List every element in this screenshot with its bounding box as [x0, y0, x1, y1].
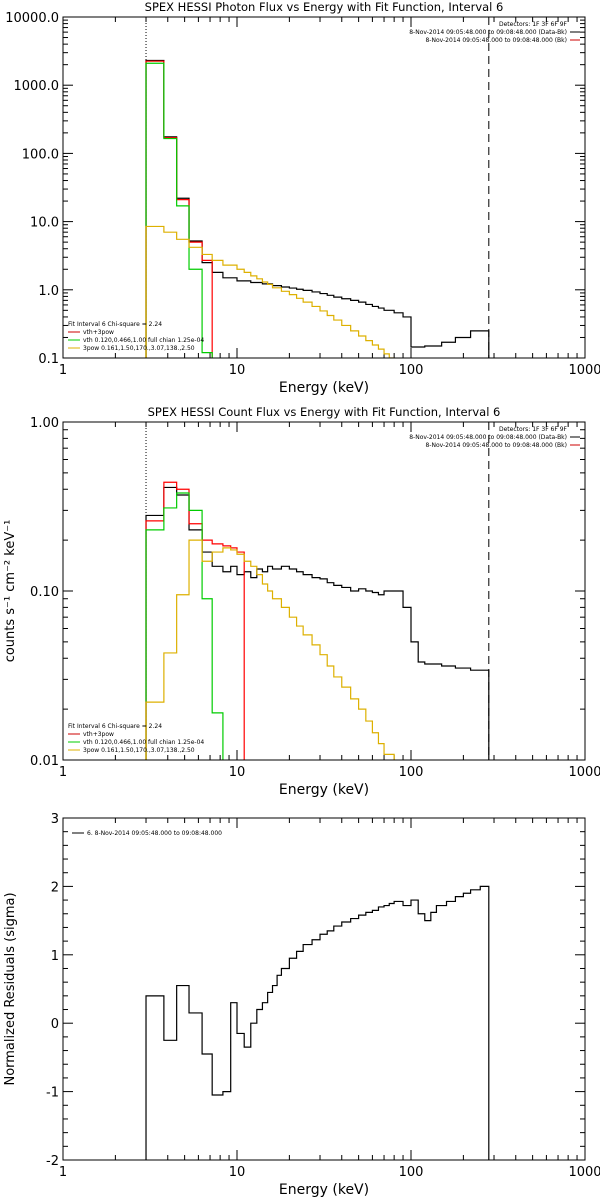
y-tick-label: 10.0 — [30, 216, 59, 231]
x-tick-label: 1000 — [568, 363, 600, 378]
info-line: Detectors: 1F 3F 6F 9F — [499, 21, 568, 28]
y-tick-label: 1 — [51, 949, 59, 964]
x-axis-label: Energy (keV) — [279, 380, 369, 396]
x-tick-label: 1000 — [568, 765, 600, 780]
chart-title: SPEX HESSI Photon Flux vs Energy with Fi… — [145, 0, 504, 14]
y-tick-label: -1 — [46, 1086, 59, 1101]
chart-title: SPEX HESSI Count Flux vs Energy with Fit… — [148, 405, 501, 419]
y-tick-label: 3 — [51, 812, 59, 827]
y-tick-label: 1.00 — [30, 416, 59, 431]
plot-frame — [62, 421, 586, 761]
x-axis-label: Energy (keV) — [279, 1182, 369, 1198]
x-tick-label: 1 — [59, 765, 67, 780]
x-tick-label: 100 — [399, 765, 424, 780]
x-tick-label: 10 — [229, 765, 246, 780]
series-3-step — [145, 539, 426, 760]
x-tick-label: 1000 — [568, 1165, 600, 1180]
legend-title: Fit Interval 6 Chi-square = 2.24 — [68, 321, 162, 328]
series-1-step — [145, 481, 245, 760]
data-area — [145, 885, 490, 1160]
x-tick-label: 10 — [229, 363, 246, 378]
y-axis-label: Normalized Residuals (sigma) — [3, 892, 18, 1085]
legend-entry: vth+3pow — [83, 329, 114, 336]
series-0-step — [145, 885, 490, 1160]
series-3-step — [145, 225, 395, 358]
chart-photon: SPEX HESSI Photon Flux vs Energy with Fi… — [5, 0, 600, 396]
plot-frame — [62, 817, 586, 1161]
y-tick-label: 1.0 — [38, 284, 59, 299]
x-tick-label: 100 — [399, 363, 424, 378]
y-axis-label: counts s⁻¹ cm⁻² keV⁻¹ — [3, 520, 18, 663]
series-1-step — [145, 60, 213, 358]
legend-entry: 6. 8-Nov-2014 09:05:48.000 to 09:08:48.0… — [87, 830, 222, 837]
y-tick-label: 0 — [51, 1017, 59, 1032]
chart-resid: 1 10 100 1000 -2 -1 0 1 2 3 Energy (keV) Normalized… — [3, 812, 600, 1198]
legend-entry: vth 0.120,0.466,1.00 full chian 1.25e-04 — [83, 739, 204, 746]
x-tick-label: 1 — [59, 363, 67, 378]
y-tick-label: 2 — [51, 880, 59, 895]
data-area — [145, 59, 490, 358]
info-line: 8-Nov-2014 09:05:48.000 to 09:08:48.000 … — [425, 442, 567, 449]
y-tick-label: 10000.0 — [5, 11, 59, 26]
legend-entry: 3pow 0.161,1.50,170.,3.07,138.,2.50 — [83, 747, 195, 754]
x-tick-label: 10 — [229, 1165, 246, 1180]
legend-title: Fit Interval 6 Chi-square = 2.24 — [68, 723, 162, 730]
x-tick-label: 1 — [59, 1165, 67, 1180]
y-tick-label: 1000.0 — [14, 79, 60, 94]
y-tick-label: 0.10 — [30, 585, 59, 600]
info-line: 8-Nov-2014 09:05:48.000 to 09:08:48.000 … — [409, 29, 567, 36]
series-2-step — [145, 492, 232, 760]
info-line: Detectors: 1F 3F 6F 9F — [499, 426, 568, 433]
series-0-step — [145, 486, 490, 760]
y-tick-label: -2 — [46, 1154, 59, 1169]
y-tick-label: 0.1 — [38, 352, 59, 367]
legend-entry: vth+3pow — [83, 731, 114, 738]
x-tick-label: 100 — [399, 1165, 424, 1180]
info-line: 8-Nov-2014 09:05:48.000 to 09:08:48.000 … — [425, 37, 567, 44]
legend-entry: vth 0.120,0.466,1.00 full chian 1.25e-04 — [83, 337, 204, 344]
legend-entry: 3pow 0.161,1.50,170.,3.07,138.,2.50 — [83, 345, 195, 352]
plot-frame — [62, 16, 586, 359]
chart-count: SPEX HESSI Count Flux vs Energy with Fit… — [3, 405, 600, 798]
y-tick-label: 0.01 — [30, 754, 59, 769]
series-2-step — [145, 62, 213, 358]
series-0-step — [145, 59, 490, 358]
y-tick-label: 100.0 — [22, 147, 59, 162]
data-area — [145, 481, 490, 760]
info-line: 8-Nov-2014 09:05:48.000 to 09:08:48.000 … — [409, 434, 567, 441]
x-axis-label: Energy (keV) — [279, 782, 369, 798]
